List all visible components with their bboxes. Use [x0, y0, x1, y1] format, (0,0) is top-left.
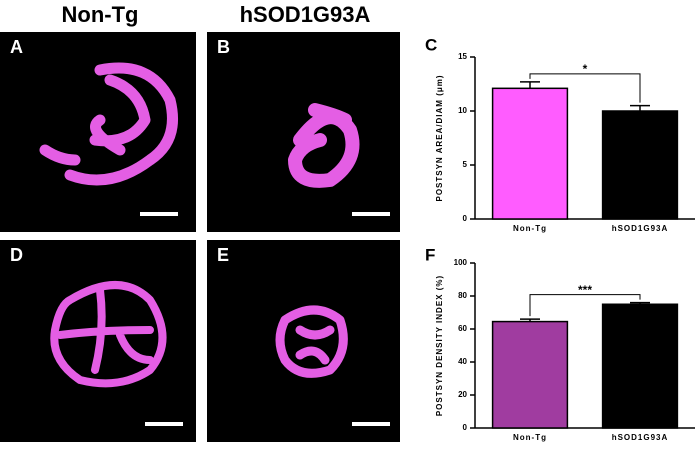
- micrograph: D: [0, 240, 196, 442]
- micrograph: E: [207, 240, 400, 442]
- y-tick-label: 80: [458, 291, 467, 300]
- error-bar: [630, 301, 650, 305]
- panel-label: B: [217, 37, 230, 57]
- panel-label: A: [10, 37, 23, 57]
- y-tick-label: 0: [463, 423, 468, 432]
- micrograph: B: [207, 32, 400, 232]
- y-tick-label: 40: [458, 357, 467, 366]
- column-title: Non-Tg: [62, 2, 139, 27]
- y-tick-label: 15: [458, 52, 467, 61]
- y-tick-label: 5: [463, 160, 468, 169]
- bar: [491, 87, 569, 220]
- x-tick-label: hSOD1G93A: [612, 433, 669, 442]
- y-axis-label: POSTSYN DENSITY INDEX (%): [435, 275, 444, 416]
- bar: [601, 303, 679, 429]
- x-tick-label: hSOD1G93A: [612, 224, 669, 233]
- micrograph: A: [0, 32, 196, 232]
- y-tick-label: 10: [458, 106, 467, 115]
- bar: [491, 320, 569, 429]
- y-axis-label: POSTSYN AREA/DIAM (μm): [435, 74, 444, 201]
- significance-label: ***: [578, 283, 592, 297]
- error-bar: [520, 318, 540, 322]
- y-tick-label: 20: [458, 390, 467, 399]
- significance-bracket: [529, 294, 641, 317]
- x-tick-label: Non-Tg: [513, 433, 547, 442]
- error-bar: [630, 104, 650, 111]
- significance-bracket: [529, 73, 641, 103]
- x-tick-label: Non-Tg: [513, 224, 547, 233]
- panel-label: D: [10, 245, 23, 265]
- y-tick-label: 100: [454, 258, 468, 267]
- column-title: hSOD1G93A: [240, 2, 371, 27]
- panel-label: E: [217, 245, 229, 265]
- panel-label: F: [425, 245, 435, 264]
- panel-label: C: [425, 35, 437, 54]
- bar: [601, 110, 679, 220]
- y-tick-label: 0: [463, 214, 468, 223]
- y-tick-label: 60: [458, 324, 467, 333]
- error-bar: [520, 81, 540, 89]
- significance-label: *: [583, 62, 588, 76]
